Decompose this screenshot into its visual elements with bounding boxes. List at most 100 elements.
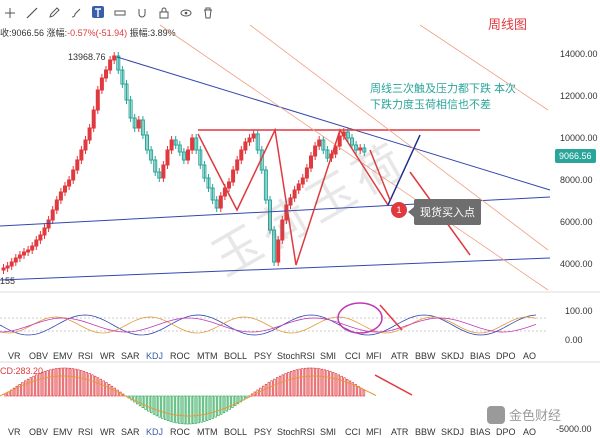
candle-body xyxy=(125,84,128,100)
trash-icon[interactable] xyxy=(202,6,214,18)
macd-bar xyxy=(290,371,292,396)
macd-bar xyxy=(122,394,124,396)
indicator-tab-vr[interactable]: VR xyxy=(8,427,21,437)
candle-body xyxy=(31,246,34,250)
macd-bar xyxy=(156,396,158,416)
candle-body xyxy=(314,146,317,156)
pencil-icon[interactable] xyxy=(48,6,60,18)
indicator-tab-kdj[interactable]: KDJ xyxy=(146,351,163,361)
indicator-tab-boll[interactable]: BOLL xyxy=(224,351,247,361)
indicator-tab-bias[interactable]: BIAS xyxy=(470,351,491,361)
macd-bar xyxy=(223,396,225,413)
price-axis-label: 4000.00 xyxy=(560,259,593,269)
crosshair-icon[interactable] xyxy=(4,6,16,18)
text-icon[interactable] xyxy=(92,6,104,18)
indicator-tab-mfi[interactable]: MFI xyxy=(366,351,382,361)
candle-body xyxy=(178,145,181,152)
macd-bar xyxy=(220,396,222,414)
indicator-tab-obv[interactable]: OBV xyxy=(29,427,48,437)
macd-bar xyxy=(206,396,208,421)
indicator-tab-psy[interactable]: PSY xyxy=(254,427,272,437)
indicator-tab-roc[interactable]: ROC xyxy=(170,351,190,361)
macd-bar xyxy=(226,396,228,411)
macd-bar xyxy=(83,371,85,396)
indicator-tab-bias[interactable]: BIAS xyxy=(470,427,491,437)
macd-bar xyxy=(321,369,323,396)
price-axis-label: 8000.00 xyxy=(560,175,593,185)
indicator-tab-emv[interactable]: EMV xyxy=(53,351,73,361)
candle-body xyxy=(88,128,91,140)
indicator-tab-atr[interactable]: ATR xyxy=(391,351,408,361)
candle-body xyxy=(166,150,169,165)
indicator-tab-emv[interactable]: EMV xyxy=(53,427,73,437)
indicator-tab-stochrsi[interactable]: StochRSI xyxy=(277,351,315,361)
macd-bar xyxy=(86,372,88,396)
candle-body xyxy=(84,140,87,150)
macd-bar xyxy=(75,369,77,396)
indicator-tab-boll[interactable]: BOLL xyxy=(224,427,247,437)
price-info-line: 收:9066.56 涨幅:-0.57%(-51.94) 振幅:3.89% xyxy=(0,26,176,39)
indicator-tab-skdj[interactable]: SKDJ xyxy=(441,351,464,361)
macd-bar xyxy=(268,383,270,396)
candle-body xyxy=(68,180,71,186)
indicator-tabs-lower: VR OBV EMV RSI WR SAR KDJ ROC MTM BOLL PSY StochRSI… xyxy=(0,425,560,438)
macd-bar xyxy=(218,396,220,416)
indicator-tab-stochrsi[interactable]: StochRSI xyxy=(277,427,315,437)
indicator-tab-ao[interactable]: AO xyxy=(523,427,536,437)
indicator-tab-dpo[interactable]: DPO xyxy=(496,351,516,361)
macd-bar xyxy=(246,396,248,398)
candle-body xyxy=(187,150,190,160)
macd-bar xyxy=(92,375,94,396)
indicator-tab-bbw[interactable]: BBW xyxy=(415,427,436,437)
indicator-tab-wr[interactable]: WR xyxy=(100,427,115,437)
macd-bar xyxy=(24,381,26,396)
macd-bar xyxy=(204,396,206,421)
indicator-tab-kdj[interactable]: KDJ xyxy=(146,427,163,437)
trendline-icon[interactable] xyxy=(26,6,38,18)
magnet-icon[interactable] xyxy=(136,6,148,18)
indicator-tab-sar[interactable]: SAR xyxy=(121,427,140,437)
indicator-tab-mtm[interactable]: MTM xyxy=(197,351,218,361)
measure-icon[interactable] xyxy=(114,6,126,18)
macd-bar xyxy=(134,396,136,402)
candle-body xyxy=(154,160,157,172)
amp-value: 3.89% xyxy=(150,28,176,38)
candle-body xyxy=(92,110,95,128)
lock-icon[interactable] xyxy=(158,6,170,18)
candle-body xyxy=(236,160,239,170)
macd-bar xyxy=(181,396,183,424)
indicator-tab-rsi[interactable]: RSI xyxy=(78,427,93,437)
candle-body xyxy=(105,70,108,78)
indicator-tab-bbw[interactable]: BBW xyxy=(415,351,436,361)
indicator-tabs-upper: VR OBV EMV RSI WR SAR KDJ ROC MTM BOLL PSY StochRSI… xyxy=(0,349,560,362)
indicator-tab-psy[interactable]: PSY xyxy=(254,351,272,361)
indicator-tab-skdj[interactable]: SKDJ xyxy=(441,427,464,437)
logo-text: 金色财经 xyxy=(509,405,561,424)
indicator-tab-roc[interactable]: ROC xyxy=(170,427,190,437)
indicator-tab-obv[interactable]: OBV xyxy=(29,351,48,361)
indicator-tab-sar[interactable]: SAR xyxy=(121,351,140,361)
macd-bar xyxy=(349,381,351,396)
macd-bar xyxy=(190,396,192,424)
indicator-tab-vr[interactable]: VR xyxy=(8,351,21,361)
indicator-tab-smi[interactable]: SMI xyxy=(320,351,336,361)
indicator-tab-smi[interactable]: SMI xyxy=(320,427,336,437)
indicator-tab-cci[interactable]: CCI xyxy=(345,427,361,437)
indicator-tab-ao[interactable]: AO xyxy=(523,351,536,361)
candle-body xyxy=(191,138,194,150)
macd-bar xyxy=(173,396,175,422)
indicator-tab-rsi[interactable]: RSI xyxy=(78,351,93,361)
eye-icon[interactable] xyxy=(180,6,192,18)
macd-bar xyxy=(111,386,113,396)
candle-body xyxy=(129,100,132,118)
indicator-tab-dpo[interactable]: DPO xyxy=(496,427,516,437)
indicator-tab-cci[interactable]: CCI xyxy=(345,351,361,361)
indicator-tab-mfi[interactable]: MFI xyxy=(366,427,382,437)
indicator-tab-atr[interactable]: ATR xyxy=(391,427,408,437)
entry-callout: 现货买入点 xyxy=(414,199,481,225)
indicator-tab-wr[interactable]: WR xyxy=(100,351,115,361)
indicator-tab-mtm[interactable]: MTM xyxy=(197,427,218,437)
macd-bar xyxy=(352,383,354,396)
candle-body xyxy=(35,240,38,246)
brush-icon[interactable] xyxy=(70,6,82,18)
